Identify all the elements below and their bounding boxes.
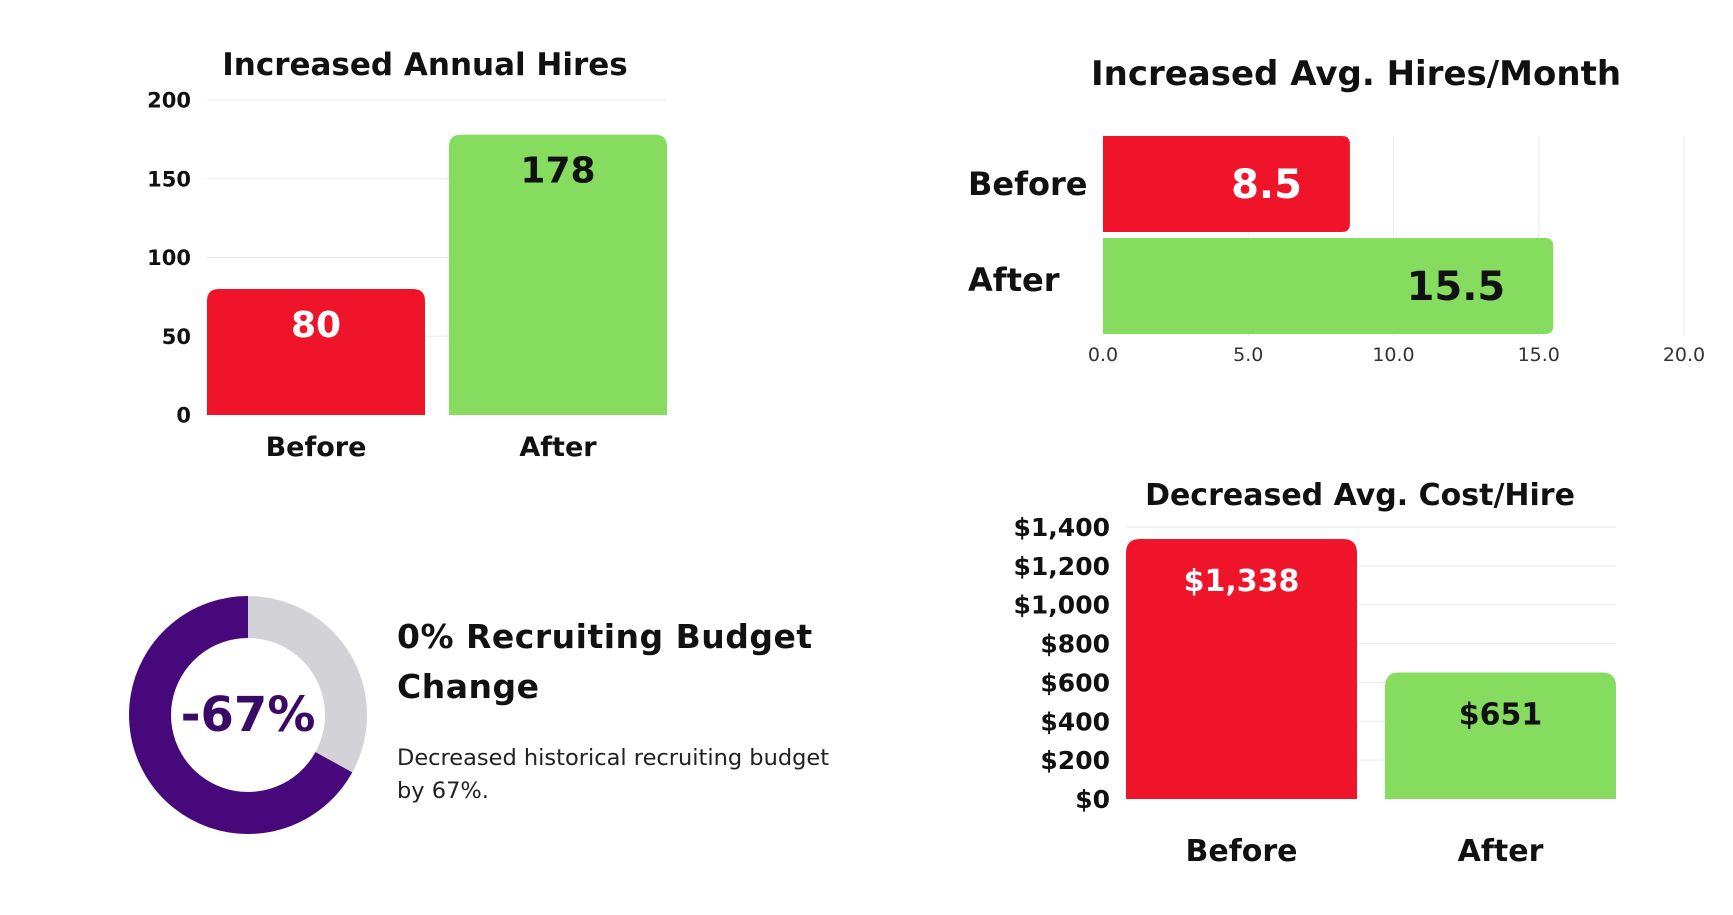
x-category-label: After (519, 432, 597, 463)
data-label: $1,338 (1184, 564, 1300, 599)
budget-change-description: Decreased historical recruiting budget b… (397, 742, 857, 808)
annual-hires-chart: Increased Annual Hires 0 50 100 150 200 80 Befo… (147, 47, 667, 463)
y-tick-label: $600 (1040, 668, 1110, 697)
chart-title: Increased Avg. Hires/Month (1091, 54, 1621, 94)
avg-cost-hire-chart: Decreased Avg. Cost/Hire $0 $200 $400 $600 $8… (1014, 478, 1616, 869)
x-tick-label: 15.0 (1518, 344, 1560, 366)
budget-donut: -67% (129, 596, 367, 834)
y-category-label: Before (968, 165, 1087, 203)
x-tick-label: 10.0 (1372, 344, 1414, 366)
y-tick-label: 150 (147, 167, 191, 191)
x-category-label: Before (1185, 834, 1297, 869)
y-tick-label: $1,400 (1014, 513, 1110, 542)
bar-before (207, 289, 425, 415)
bar-after (1385, 672, 1616, 799)
x-tick-label: 0.0 (1088, 344, 1118, 366)
budget-title-line2: Change (397, 667, 540, 706)
y-tick-label: $200 (1040, 746, 1110, 775)
y-tick-label: 200 (147, 89, 191, 113)
x-tick-label: 5.0 (1233, 344, 1263, 366)
y-tick-label: 100 (147, 246, 191, 270)
bar-after (1103, 238, 1554, 334)
x-tick-label: 20.0 (1663, 344, 1705, 366)
y-tick-label: $1,200 (1014, 552, 1110, 581)
bar-after (449, 134, 667, 415)
data-label: $651 (1459, 698, 1543, 733)
budget-change-title: 0% Recruiting Budget Change (397, 612, 837, 712)
avg-hires-month-chart: Increased Avg. Hires/Month 0.0 5.0 10.0 15.0… (968, 54, 1705, 366)
data-label: 80 (291, 305, 341, 346)
data-label: 178 (520, 151, 595, 192)
chart-title: Increased Annual Hires (222, 47, 628, 83)
bar-before (1103, 136, 1350, 232)
y-tick-label: 50 (162, 325, 191, 349)
donut-arc (129, 596, 353, 834)
data-label: 15.5 (1407, 264, 1506, 310)
data-label: 8.5 (1231, 162, 1302, 208)
donut-label: -67% (181, 687, 316, 743)
budget-desc-line2: by 67%. (397, 778, 489, 804)
y-tick-label: 0 (176, 404, 191, 428)
x-category-label: Before (266, 432, 367, 463)
x-category-label: After (1458, 834, 1544, 869)
budget-title-line1: 0% Recruiting Budget (397, 617, 813, 656)
chart-title: Decreased Avg. Cost/Hire (1145, 478, 1575, 513)
y-tick-label: $1,000 (1014, 591, 1110, 620)
y-tick-label: $400 (1040, 707, 1110, 736)
y-tick-label: $800 (1040, 630, 1110, 659)
y-tick-label: $0 (1075, 785, 1110, 814)
y-category-label: After (968, 261, 1060, 299)
budget-desc-line1: Decreased historical recruiting budget (397, 745, 830, 771)
bar-before (1126, 539, 1357, 799)
